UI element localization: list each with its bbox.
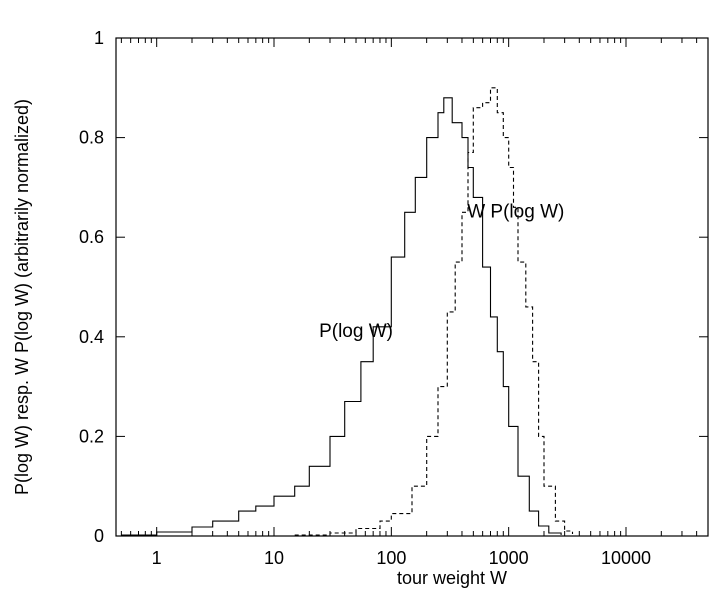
x-axis-label: tour weight W <box>397 568 507 588</box>
y-axis-label: P(log W) resp. W P(log W) (arbitrarily n… <box>12 99 32 495</box>
plot-frame <box>115 37 709 537</box>
plot-frame-group <box>115 37 709 537</box>
x-tick-label: 1000 <box>489 548 529 568</box>
y-tick-label: 0.6 <box>79 227 104 247</box>
series-w-p-log-w-line <box>294 87 574 536</box>
series-group <box>121 87 574 536</box>
series-annotation: W P(log W) <box>467 201 564 222</box>
tick-group: 1 10 100 1000 10000 0 0.2 0.4 0.6 0.8 1 <box>79 28 709 568</box>
x-tick-label: 1 <box>152 548 162 568</box>
annotation-group: P(log W) W P(log W) <box>319 201 564 342</box>
series-annotation: P(log W) <box>319 321 393 342</box>
x-tick-label: 100 <box>376 548 406 568</box>
series-p-log-w-line <box>121 97 562 536</box>
y-tick-label: 0 <box>94 526 104 546</box>
x-tick-label: 10000 <box>601 548 651 568</box>
y-tick-label: 0.8 <box>79 128 104 148</box>
y-tick-label: 1 <box>94 28 104 48</box>
y-tick-label: 0.4 <box>79 327 104 347</box>
y-tick-label: 0.2 <box>79 426 104 446</box>
x-tick-label: 10 <box>264 548 284 568</box>
